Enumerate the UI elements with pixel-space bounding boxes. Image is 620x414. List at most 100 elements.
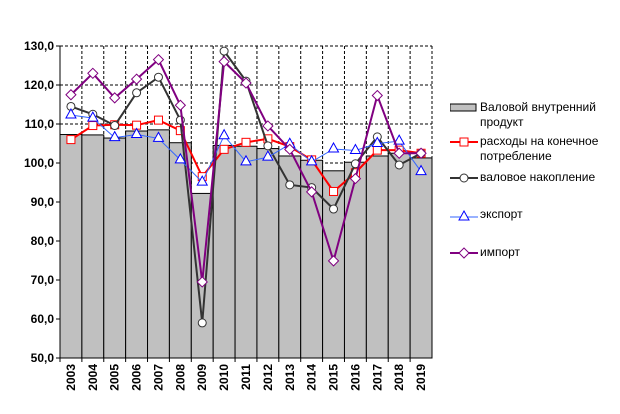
point-circle-2006 [132, 88, 142, 98]
legend-item-gdp: Валовой внутренний продукт [446, 100, 620, 134]
point-diamond-2007 [152, 53, 165, 66]
point-square-2004 [88, 121, 98, 131]
bar-2011 [234, 145, 258, 359]
point-triangle-2006 [130, 127, 143, 139]
x-tick-label: 2013 [283, 364, 297, 391]
point-triangle-2012 [262, 150, 274, 161]
bar-2005 [103, 137, 127, 359]
point-triangle-2005 [108, 130, 121, 142]
point-triangle-2014 [305, 154, 318, 166]
legend-triangle-icon [450, 209, 478, 221]
legend: Валовой внутренний продукт расходы на ко… [446, 100, 620, 260]
point-triangle-2015 [327, 141, 340, 153]
x-tick-label: 2019 [414, 364, 428, 391]
point-triangle-2019 [415, 164, 427, 176]
x-tick-label: 2007 [151, 364, 165, 391]
point-square-2015 [329, 186, 339, 196]
point-diamond-2015 [327, 255, 340, 267]
legend-circle-icon [450, 173, 478, 183]
bar-2007 [147, 129, 170, 359]
point-diamond-2018 [393, 147, 405, 159]
point-triangle-2016 [349, 143, 362, 155]
point-diamond-2003 [65, 89, 77, 101]
point-triangle-2018 [393, 134, 406, 145]
x-tick-label: 2010 [217, 364, 231, 391]
bar-2019 [409, 157, 433, 359]
point-triangle-2010 [218, 128, 230, 140]
y-tick-label: 130,0 [24, 39, 54, 53]
point-diamond-2013 [284, 143, 296, 156]
x-tick-label: 2015 [327, 364, 341, 391]
point-triangle-2004 [86, 111, 99, 122]
point-square-2007 [153, 115, 163, 125]
y-tick-label: 90,0 [31, 195, 55, 209]
point-diamond-2005 [108, 92, 121, 104]
point-circle-2018 [394, 160, 404, 170]
bar-2012 [256, 148, 280, 359]
legend-item-import: импорт [446, 245, 620, 260]
x-tick-label: 2016 [348, 364, 362, 391]
x-tick-label: 2018 [392, 364, 406, 391]
point-diamond-2016 [349, 172, 362, 185]
bar-2003 [59, 134, 83, 359]
y-tick-label: 70,0 [31, 273, 55, 287]
legend-label: Валовой внутренний продукт [480, 100, 596, 129]
point-circle-2010 [219, 46, 229, 56]
point-circle-2009 [197, 318, 207, 328]
legend-label: импорт [480, 245, 521, 259]
point-circle-2007 [153, 72, 163, 82]
legend-label: расходы на конечное потребление [480, 134, 599, 163]
x-tick-label: 2011 [239, 364, 253, 390]
point-diamond-2009 [196, 276, 208, 288]
x-tick-label: 2004 [86, 364, 100, 391]
legend-label: экспорт [480, 207, 523, 221]
point-diamond-2012 [262, 120, 274, 132]
bar-2018 [387, 152, 411, 359]
bar-2004 [81, 134, 105, 359]
point-square-2003 [66, 135, 76, 145]
point-circle-2005 [110, 121, 120, 131]
point-triangle-2008 [174, 152, 187, 164]
legend-square-icon [450, 137, 478, 147]
point-triangle-2009 [196, 175, 209, 186]
point-square-2011 [241, 137, 251, 147]
y-tick-label: 120,0 [24, 78, 54, 92]
point-square-2017 [372, 145, 382, 155]
point-circle-2015 [329, 204, 339, 214]
x-tick-label: 2017 [370, 364, 384, 391]
bar-2006 [125, 130, 149, 359]
point-triangle-2003 [65, 108, 77, 119]
point-circle-2012 [263, 141, 273, 151]
x-tick-label: 2006 [130, 364, 144, 391]
point-diamond-2014 [305, 186, 318, 198]
bar-2017 [365, 155, 389, 359]
point-triangle-2007 [152, 131, 165, 142]
point-diamond-2006 [130, 73, 143, 85]
legend-diamond-icon [450, 247, 478, 259]
legend-label: валовое накопление [480, 170, 596, 184]
x-tick-label: 2005 [108, 364, 122, 391]
x-tick-label: 2003 [64, 364, 78, 391]
point-triangle-2017 [371, 136, 384, 147]
point-circle-2013 [285, 180, 295, 190]
legend-item-consumption: расходы на конечное потребление [446, 134, 620, 170]
point-square-2010 [219, 144, 229, 154]
y-tick-label: 100,0 [24, 156, 54, 170]
y-tick-label: 80,0 [31, 234, 55, 248]
x-tick-label: 2014 [305, 364, 319, 391]
point-diamond-2011 [240, 77, 252, 89]
legend-item-accumulation: валовое накопление [446, 170, 620, 207]
x-tick-label: 2012 [261, 364, 275, 391]
point-diamond-2019 [415, 147, 427, 159]
y-tick-label: 60,0 [31, 312, 55, 326]
point-diamond-2010 [218, 55, 230, 68]
point-triangle-2011 [240, 154, 252, 166]
point-diamond-2017 [371, 89, 384, 102]
x-tick-label: 2009 [195, 364, 209, 391]
point-diamond-2008 [174, 99, 187, 111]
bar-2010 [212, 144, 236, 359]
point-diamond-2004 [87, 67, 99, 80]
legend-item-export: экспорт [446, 207, 620, 245]
legend-bar-icon [450, 103, 477, 112]
